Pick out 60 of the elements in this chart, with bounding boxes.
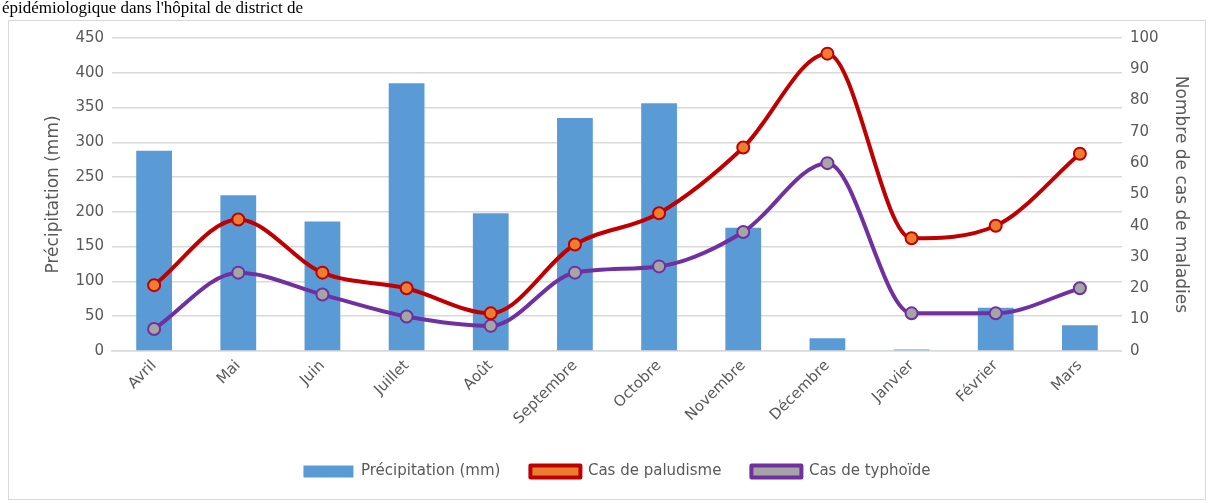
point [315,265,330,280]
point [399,281,414,296]
bar [809,338,846,351]
y2-tick-label: 20 [1129,278,1150,297]
point [820,46,835,61]
point [736,224,751,239]
point [147,321,162,336]
y-tick-label: 200 [75,201,105,220]
y-tick-label: 350 [75,97,105,116]
bar [220,195,257,351]
point [483,318,498,333]
legend-label: Précipitation (mm) [360,461,501,480]
bar [641,103,677,351]
legend-label: Cas de typhoïde [808,461,931,480]
point [736,140,751,155]
text: épidémiologique dans l'hôpital de district de [2,0,303,18]
point [315,287,330,302]
point [231,212,246,227]
y2-tick-label: 100 [1129,27,1159,46]
bar [388,83,425,351]
point [904,306,919,321]
point [988,306,1003,321]
y-axis-title: Précipitation (mm) [41,115,62,274]
y-tick-label: 300 [75,132,105,151]
bar [136,150,172,351]
point [904,231,919,246]
point [1072,146,1087,161]
y-tick-label: 50 [84,306,105,325]
point [1072,281,1087,296]
bar [557,117,593,351]
bar [1062,325,1098,351]
bar [725,227,762,351]
point [483,306,498,321]
y-tick-label: 150 [75,236,105,255]
point [399,309,414,324]
y2-tick-label: 70 [1129,121,1150,140]
y-tick-label: 450 [75,27,105,46]
y2-axis-title: Nombre de cas de maladies [1172,75,1193,314]
y2-tick-label: 30 [1129,246,1150,265]
y-tick-label: 0 [94,340,105,359]
point [652,259,667,274]
x-tick-label: Mai [212,356,244,388]
point [147,278,162,293]
point [567,265,582,280]
y2-tick-label: 50 [1129,184,1150,203]
y2-tick-label: 40 [1129,215,1150,234]
point [652,206,667,221]
point [231,265,246,280]
point [820,156,835,171]
point [988,218,1003,233]
y2-tick-label: 80 [1129,90,1150,109]
point [567,237,582,252]
legend-label: Cas de paludisme [587,461,722,480]
y-tick-label: 100 [75,271,105,290]
y2-tick-label: 0 [1129,340,1140,359]
y2-tick-label: 10 [1129,309,1150,328]
y2-tick-label: 90 [1129,59,1150,78]
y-tick-label: 400 [75,62,105,81]
y-tick-label: 250 [75,166,105,185]
y2-tick-label: 60 [1129,153,1150,172]
